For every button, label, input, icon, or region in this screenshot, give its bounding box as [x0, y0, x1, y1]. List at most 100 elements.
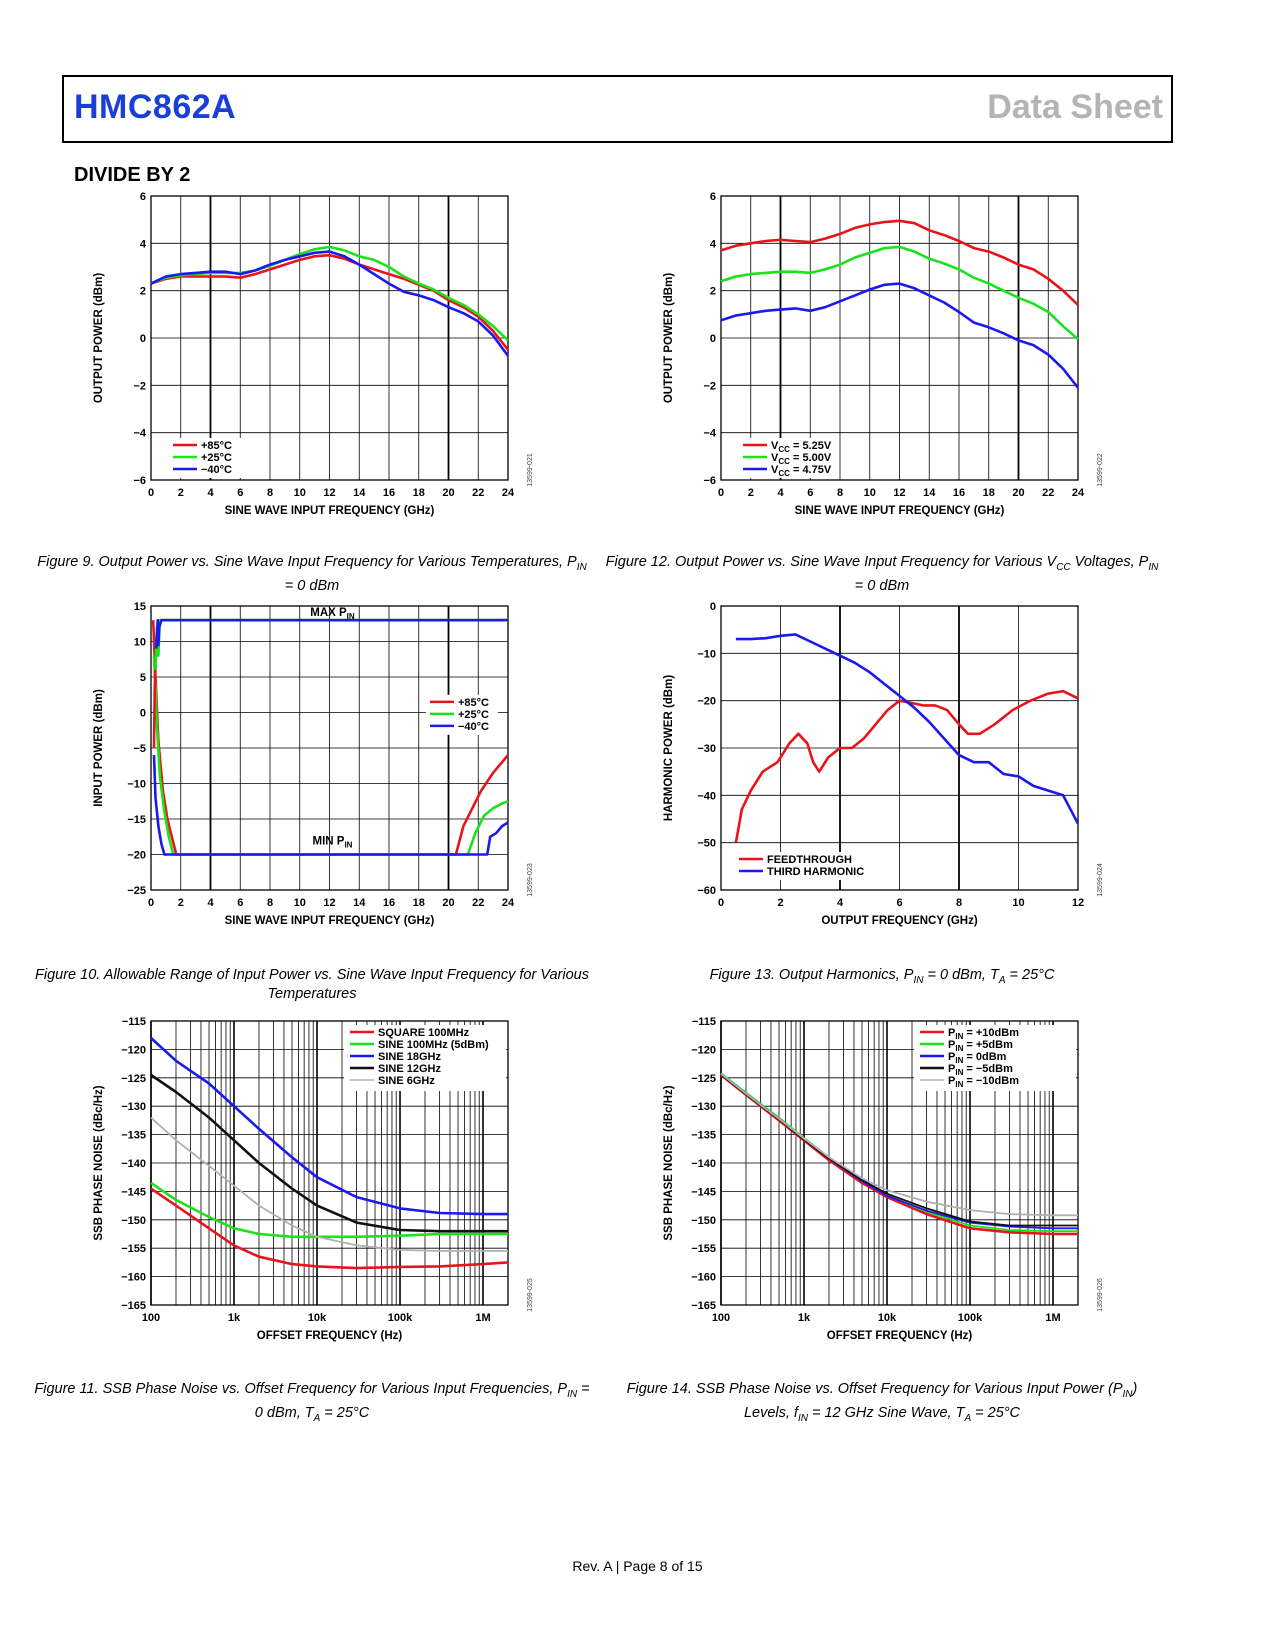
series-line — [720, 1073, 1078, 1217]
y-axis-label: INPUT POWER (dBm) — [93, 689, 105, 807]
y-tick-label: −140 — [121, 1158, 146, 1170]
x-tick-label: 22 — [1042, 487, 1054, 499]
x-tick-label: 14 — [353, 487, 366, 499]
y-tick-label: −160 — [121, 1272, 146, 1284]
legend-label: +85°C — [201, 440, 232, 452]
caption-fig11: Figure 11. SSB Phase Noise vs. Offset Fr… — [34, 1381, 590, 1424]
y-axis-label: SSB PHASE NOISE (dBc/Hz) — [93, 1085, 105, 1240]
x-tick-label: 22 — [472, 487, 484, 499]
series-line — [720, 1073, 1078, 1236]
x-tick-label: 1k — [798, 1312, 811, 1324]
y-tick-label: 4 — [140, 238, 147, 250]
x-axis-label: SINE WAVE INPUT FREQUENCY (GHz) — [225, 915, 435, 927]
x-tick-label: 8 — [837, 487, 843, 499]
x-tick-label: 100k — [958, 1312, 983, 1324]
figure-code: 13599-026 — [1097, 1278, 1104, 1312]
y-tick-label: −150 — [691, 1215, 716, 1227]
x-tick-label: 4 — [207, 487, 214, 499]
x-tick-label: 0 — [718, 487, 724, 499]
legend-label: SINE 100MHz (5dBm) — [378, 1039, 489, 1051]
x-tick-label: 2 — [178, 487, 184, 499]
plot-frame — [720, 605, 1079, 891]
x-tick-label: 6 — [807, 487, 813, 499]
y-axis-label: SSB PHASE NOISE (dBc/Hz) — [663, 1085, 675, 1240]
x-tick-label: 2 — [178, 897, 184, 909]
caption-fig13: Figure 13. Output Harmonics, PIN = 0 dBm… — [709, 967, 1055, 986]
y-tick-label: −10 — [697, 648, 716, 660]
y-tick-label: −125 — [691, 1073, 716, 1085]
y-tick-label: −120 — [121, 1044, 146, 1056]
x-tick-label: 24 — [502, 487, 515, 499]
x-tick-label: 6 — [896, 897, 902, 909]
legend-label: PIN = −10dBm — [948, 1075, 1019, 1089]
series-line — [150, 1073, 508, 1233]
y-tick-label: −20 — [697, 696, 716, 708]
y-tick-label: 6 — [710, 191, 716, 203]
x-tick-label: 2 — [748, 487, 754, 499]
x-tick-label: 18 — [983, 487, 995, 499]
x-tick-label: 22 — [472, 897, 484, 909]
x-tick-label: 8 — [267, 487, 273, 499]
plot-frame — [720, 1020, 1079, 1306]
x-tick-label: 20 — [442, 897, 454, 909]
y-tick-label: −160 — [691, 1272, 716, 1284]
legend: +85°C+25°C−40°C — [169, 438, 241, 478]
series-line — [150, 250, 510, 357]
chart-fig13: 0 2 4 6 8 10 12 −60 −50 −40 −30 −20 −10 0 OUTPUT FREQU… — [663, 601, 1104, 927]
legend-label: +25°C — [201, 452, 232, 464]
y-tick-label: 15 — [134, 601, 146, 613]
section-heading: DIVIDE BY 2 — [74, 164, 191, 186]
y-tick-label: −115 — [122, 1016, 146, 1028]
annotation-label: MIN PIN — [312, 836, 352, 850]
x-tick-label: 24 — [1072, 487, 1085, 499]
y-tick-label: −15 — [127, 814, 146, 826]
y-tick-label: −130 — [691, 1101, 716, 1113]
x-axis-label: OFFSET FREQUENCY (Hz) — [257, 1330, 403, 1342]
series-line — [720, 282, 1080, 389]
legend-label: FEEDTHROUGH — [767, 854, 852, 866]
y-tick-label: 6 — [140, 191, 146, 203]
figure-code: 13599-025 — [527, 1278, 534, 1312]
series-line — [150, 1116, 508, 1252]
x-tick-label: 14 — [923, 487, 936, 499]
y-tick-label: −135 — [121, 1130, 146, 1142]
figure-code: 13599-021 — [527, 453, 534, 487]
y-tick-label: 4 — [710, 238, 717, 250]
y-tick-label: −115 — [692, 1016, 716, 1028]
y-tick-label: −10 — [127, 779, 146, 791]
x-tick-label: 12 — [323, 487, 335, 499]
y-tick-label: −2 — [703, 380, 716, 392]
x-tick-label: 100 — [712, 1312, 730, 1324]
y-tick-label: 2 — [710, 286, 716, 298]
chart-fig14: 100 1k 10k 100k 1M −165 −160 −155 −150 −145 −140 −1… — [663, 1016, 1104, 1342]
legend: +85°C+25°C−40°C — [426, 694, 498, 735]
x-tick-label: 1M — [1045, 1312, 1060, 1324]
y-tick-label: 10 — [134, 637, 146, 649]
x-tick-label: 10 — [294, 897, 306, 909]
y-tick-label: −2 — [133, 380, 146, 392]
legend-label: SINE 6GHz — [378, 1075, 435, 1087]
x-tick-label: 10k — [308, 1312, 327, 1324]
y-tick-label: −135 — [691, 1130, 716, 1142]
legend-label: SQUARE 100MHz — [378, 1027, 470, 1039]
x-tick-label: 10k — [878, 1312, 897, 1324]
product-title[interactable]: HMC862A — [74, 88, 237, 126]
x-tick-label: 18 — [413, 487, 425, 499]
y-tick-label: −120 — [691, 1044, 716, 1056]
x-tick-label: 8 — [956, 897, 962, 909]
y-tick-label: −155 — [691, 1243, 716, 1255]
y-tick-label: −25 — [127, 885, 146, 897]
x-tick-label: 4 — [777, 487, 784, 499]
series-line — [154, 618, 508, 670]
chart-fig11: 100 1k 10k 100k 1M −165 −160 −155 −150 −145 −140 −1… — [93, 1016, 534, 1342]
series-line — [150, 1037, 508, 1216]
gridlines — [720, 605, 1079, 891]
y-tick-label: −6 — [133, 475, 146, 487]
x-tick-label: 8 — [267, 897, 273, 909]
legend-label: PIN = −5dBm — [948, 1063, 1013, 1077]
